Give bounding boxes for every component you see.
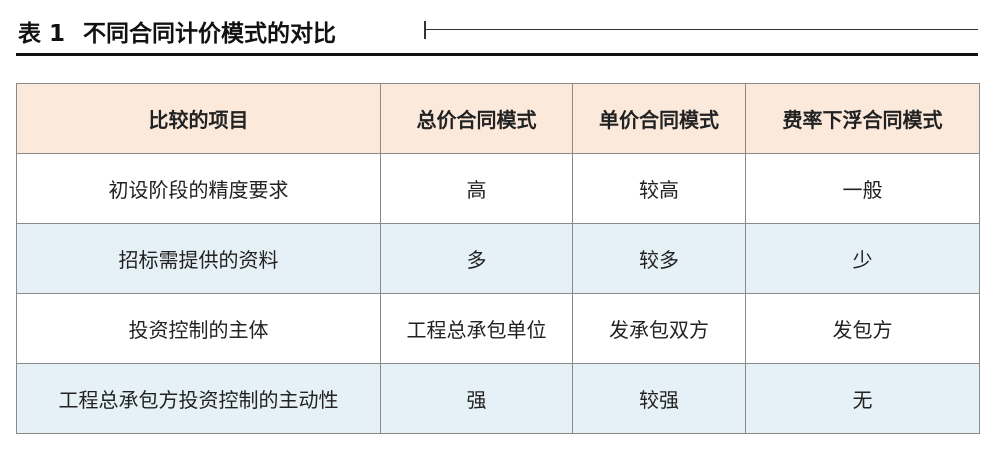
- title-number: 1: [49, 21, 66, 47]
- table-cell: 多: [380, 223, 573, 294]
- table-cell: 投资控制的主体: [16, 293, 381, 364]
- table-title: 表 1 不同合同计价模式的对比: [18, 14, 336, 48]
- table-row: 工程总承包方投资控制的主动性 强 较强 无: [16, 363, 980, 434]
- title-text: 不同合同计价模式的对比: [83, 21, 337, 47]
- table-row: 投资控制的主体 工程总承包单位 发承包双方 发包方: [16, 293, 980, 364]
- header-cell: 比较的项目: [16, 83, 381, 154]
- table-cell: 强: [380, 363, 573, 434]
- table-cell: 高: [380, 153, 573, 224]
- title-label: 表: [18, 21, 41, 47]
- table-cell: 较多: [572, 223, 746, 294]
- table-cell: 较强: [572, 363, 746, 434]
- title-rule-thin: [425, 29, 978, 30]
- comparison-table: 比较的项目 总价合同模式 单价合同模式 费率下浮合同模式 初设阶段的精度要求 高…: [16, 83, 980, 434]
- table-cell: 少: [745, 223, 980, 294]
- header-cell: 费率下浮合同模式: [745, 83, 980, 154]
- table-cell: 初设阶段的精度要求: [16, 153, 381, 224]
- table-row: 初设阶段的精度要求 高 较高 一般: [16, 153, 980, 224]
- title-rule-thick: [16, 53, 978, 56]
- table-cell: 一般: [745, 153, 980, 224]
- table-cell: 较高: [572, 153, 746, 224]
- table-cell: 发承包双方: [572, 293, 746, 364]
- table-cell: 发包方: [745, 293, 980, 364]
- header-cell: 总价合同模式: [380, 83, 573, 154]
- title-rule-tick: [424, 21, 426, 39]
- table-cell: 招标需提供的资料: [16, 223, 381, 294]
- table-cell: 无: [745, 363, 980, 434]
- table-header-row: 比较的项目 总价合同模式 单价合同模式 费率下浮合同模式: [16, 83, 980, 154]
- header-cell: 单价合同模式: [572, 83, 746, 154]
- table-cell: 工程总承包方投资控制的主动性: [16, 363, 381, 434]
- table-row: 招标需提供的资料 多 较多 少: [16, 223, 980, 294]
- table-cell: 工程总承包单位: [380, 293, 573, 364]
